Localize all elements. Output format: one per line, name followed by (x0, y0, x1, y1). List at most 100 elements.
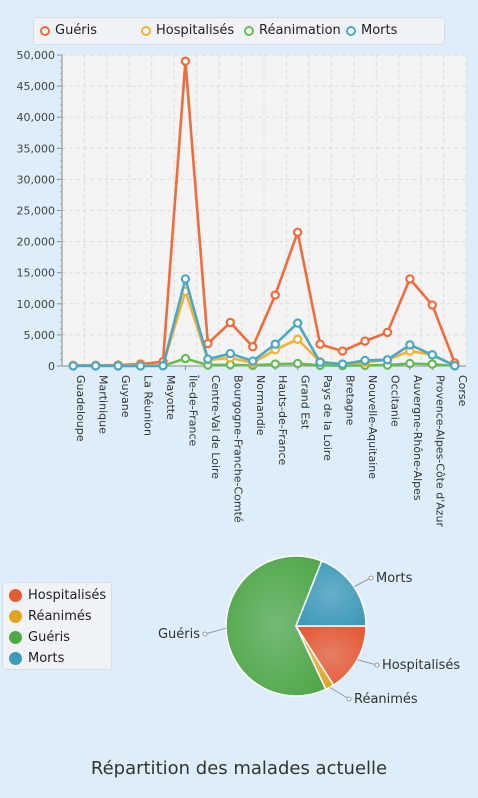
legend-marker (244, 26, 254, 36)
y-tick-label: 15,000 (17, 267, 56, 280)
data-point (182, 275, 189, 282)
y-tick-label: 25,000 (17, 205, 56, 218)
pie-legend-item-gueris: Guéris (9, 630, 70, 645)
x-tick-label: Provence-Alpes-Côte d'Azur (433, 375, 446, 528)
data-point (249, 357, 256, 364)
legend-label: Hospitalisés (156, 23, 234, 38)
data-point (70, 362, 77, 369)
y-tick-label: 35,000 (17, 142, 56, 155)
y-tick-label: 0 (48, 360, 55, 373)
y-tick-label: 5,000 (24, 329, 56, 342)
x-tick-label: Guyane (119, 375, 132, 418)
data-point (272, 291, 279, 298)
pie-legend-item-reanimes: Réanimés (9, 609, 92, 624)
data-point (339, 361, 346, 368)
x-tick-label: Corse (456, 375, 469, 407)
data-point (451, 362, 458, 369)
x-tick-label: Auvergne-Rhône-Alpes (411, 375, 424, 501)
data-point (182, 58, 189, 65)
x-tick-label: Guadeloupe (74, 375, 87, 442)
x-tick-label: Centre-Val de Loire (209, 375, 222, 479)
data-point (384, 356, 391, 363)
pie-slice-label: Guéris (158, 627, 200, 642)
y-tick-label: 45,000 (17, 80, 56, 93)
legend-item-morts: Morts (346, 23, 397, 38)
data-point (361, 357, 368, 364)
pie-leader-dot (369, 576, 373, 580)
pie-chart-legend: Hospitalisés Réanimés Guéris Morts (2, 582, 112, 670)
legend-dot (9, 589, 22, 602)
data-point (406, 341, 413, 348)
pie-leader-line (205, 628, 226, 634)
data-point (294, 319, 301, 326)
legend-label: Guéris (28, 630, 70, 645)
y-tick-label: 10,000 (17, 298, 56, 311)
x-tick-label: Pays de la Loire (321, 375, 334, 461)
pie-leader-dot (347, 697, 351, 701)
data-point (92, 362, 99, 369)
data-point (339, 347, 346, 354)
data-point (361, 338, 368, 345)
data-point (227, 319, 234, 326)
x-tick-label: Bourgogne-Franche-Comté (231, 375, 244, 523)
pie-leader-dot (375, 663, 379, 667)
data-point (317, 341, 324, 348)
legend-item-gueris: Guéris (40, 23, 97, 38)
data-point (272, 361, 279, 368)
x-tick-label: Bretagne (344, 375, 357, 426)
data-point (249, 343, 256, 350)
data-point (182, 355, 189, 362)
pie-slice-label: Morts (376, 571, 413, 586)
legend-label: Morts (28, 651, 64, 666)
legend-label: Morts (361, 23, 397, 38)
y-tick-label: 20,000 (17, 236, 56, 249)
data-point (429, 351, 436, 358)
pie-slice-label: Réanimés (354, 692, 418, 707)
legend-label: Hospitalisés (28, 588, 106, 603)
legend-dot (9, 652, 22, 665)
data-point (115, 362, 122, 369)
data-point (406, 360, 413, 367)
legend-label: Réanimation (259, 23, 341, 38)
pie-leader-line (330, 687, 349, 699)
y-tick-label: 30,000 (17, 173, 56, 186)
legend-dot (9, 610, 22, 623)
data-point (384, 329, 391, 336)
x-tick-label: Martinique (97, 375, 110, 434)
data-point (294, 229, 301, 236)
legend-marker (141, 26, 151, 36)
pie-leader-line (357, 660, 377, 665)
legend-item-reanimation: Réanimation (244, 23, 341, 38)
x-tick-label: Hauts-de-France (276, 375, 289, 466)
line-chart-legend: Guéris Hospitalisés Réanimation Morts (33, 17, 445, 45)
data-point (137, 362, 144, 369)
legend-label: Guéris (55, 23, 97, 38)
x-tick-label: Mayotte (164, 375, 177, 420)
pie-chart-title: Répartition des malades actuelle (0, 758, 478, 779)
data-point (294, 336, 301, 343)
data-point (429, 301, 436, 308)
y-tick-label: 50,000 (17, 49, 56, 62)
pie-legend-item-hospitalises: Hospitalisés (9, 588, 106, 603)
x-tick-label: Nouvelle-Aquitaine (366, 375, 379, 479)
data-point (204, 356, 211, 363)
line-chart: 0 5,000 10,000 15,000 20,000 25,000 30,000 35,0… (0, 45, 478, 535)
data-point (272, 341, 279, 348)
x-tick-label: Île-de-France (186, 374, 199, 447)
legend-marker (40, 26, 50, 36)
legend-dot (9, 631, 22, 644)
data-point (294, 360, 301, 367)
data-point (406, 275, 413, 282)
data-point (429, 361, 436, 368)
pie-slice-label: Hospitalisés (382, 658, 460, 673)
data-point (317, 359, 324, 366)
legend-label: Réanimés (28, 609, 92, 624)
data-point (159, 362, 166, 369)
x-tick-label: Occitanie (388, 375, 401, 427)
legend-marker (346, 26, 356, 36)
y-tick-label: 40,000 (17, 111, 56, 124)
pie-leader-dot (203, 632, 207, 636)
pie-legend-item-morts: Morts (9, 651, 64, 666)
x-tick-label: La Réunion (142, 375, 155, 436)
pie-chart: Hospitalisés Réanimés Guéris Morts (140, 548, 478, 728)
